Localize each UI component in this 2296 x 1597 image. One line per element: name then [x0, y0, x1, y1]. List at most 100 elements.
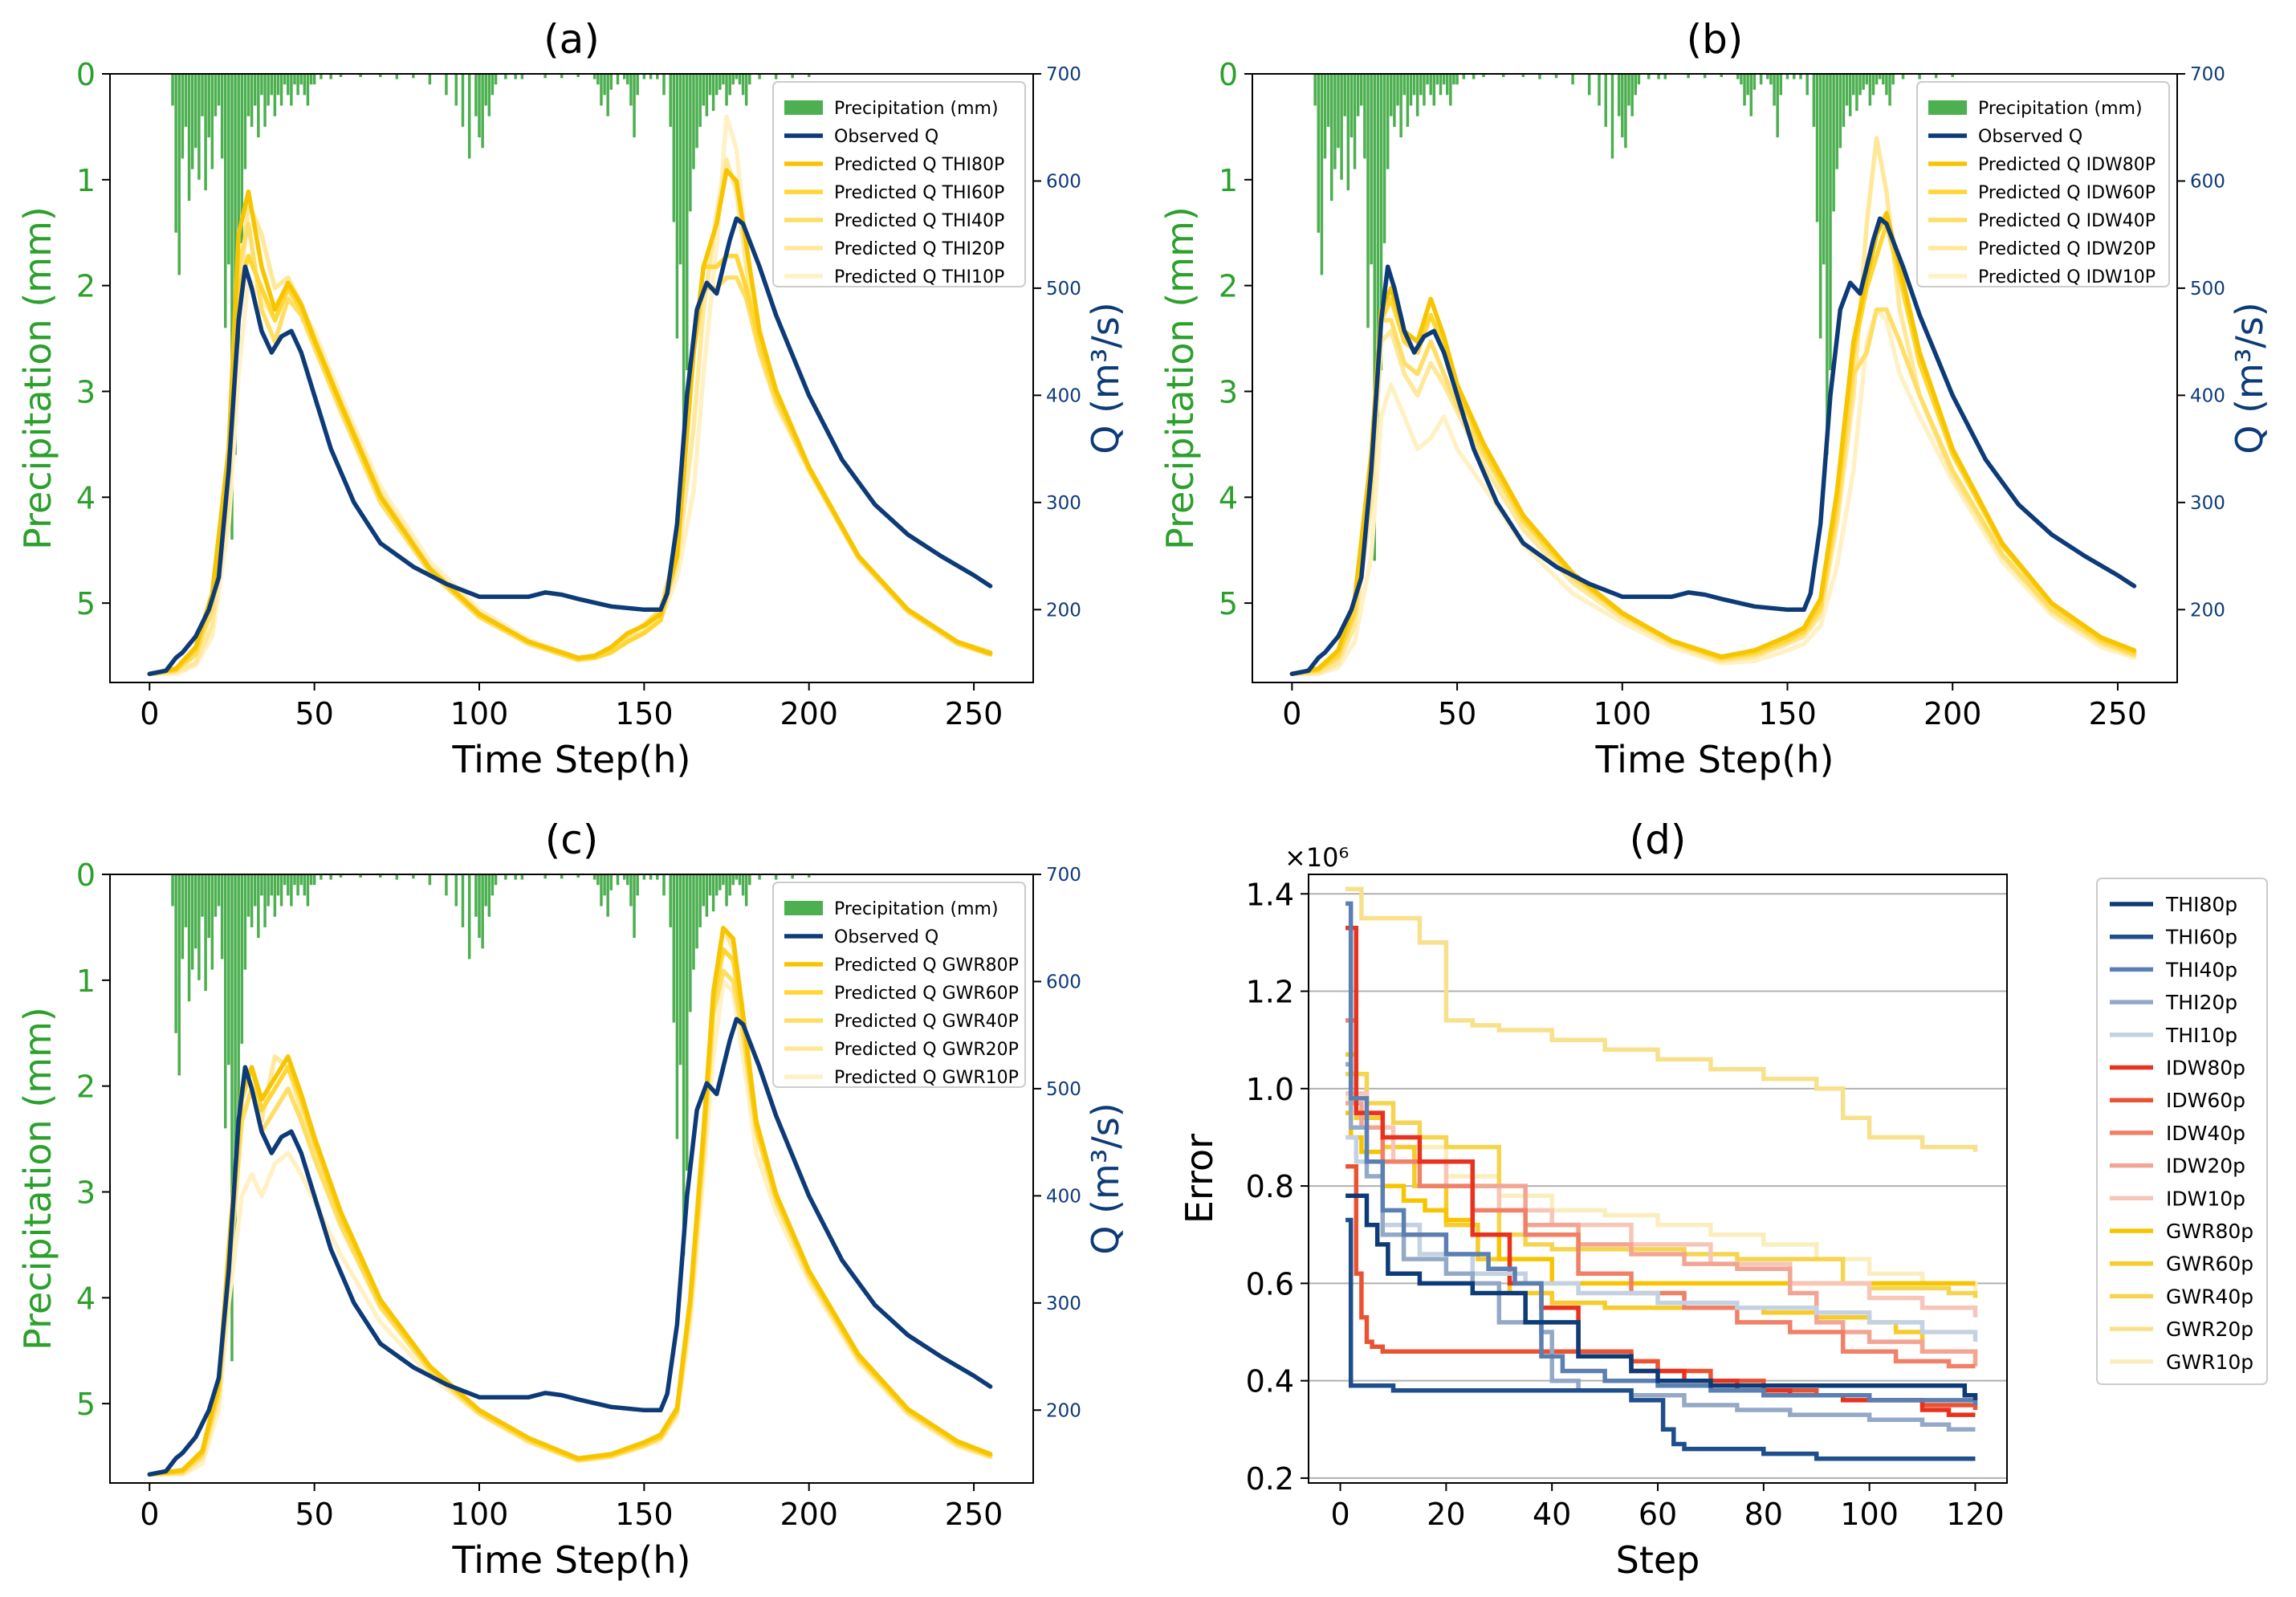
precip-bar — [576, 74, 580, 77]
legend-label: Predicted Q GWR40P — [834, 1012, 1019, 1032]
precip-bar — [484, 874, 487, 906]
precip-bar — [243, 74, 247, 169]
y-left-label: Precipitation (mm) — [16, 1007, 59, 1351]
legend-label: Predicted Q IDW80P — [1978, 155, 2156, 175]
x-tick-label: 50 — [1438, 696, 1476, 731]
precip-bar — [267, 74, 270, 106]
legend-label: Predicted Q IDW20P — [1978, 239, 2156, 259]
precip-bar — [293, 74, 296, 85]
y-tick-label: 1.2 — [1246, 975, 1294, 1010]
precip-bar — [1862, 74, 1865, 90]
x-tick-label: 40 — [1533, 1497, 1571, 1532]
precip-bar — [682, 874, 686, 1256]
precip-bar — [467, 74, 471, 159]
precip-bar — [1386, 74, 1390, 169]
legend-label: GWR40p — [2166, 1285, 2253, 1308]
precip-bar — [1317, 74, 1321, 233]
precip-bar — [1865, 74, 1869, 85]
precip-bar — [1785, 74, 1789, 79]
x-axis-label: Time Step(h) — [1595, 738, 1834, 781]
precip-bar — [1445, 74, 1449, 96]
precip-bar — [454, 874, 458, 906]
legend-label: THI10p — [2165, 1024, 2237, 1047]
precip-bar — [626, 874, 629, 886]
precip-bar — [207, 874, 210, 939]
precip-bar — [576, 874, 580, 878]
precip-bar — [616, 874, 620, 886]
precip-bar — [504, 74, 507, 79]
legend-label: Predicted Q THI10P — [834, 267, 1004, 287]
legend-box — [772, 882, 1026, 1088]
precip-bar — [339, 874, 343, 878]
precip-bar — [686, 874, 689, 1171]
precip-bar — [728, 74, 731, 96]
precip-bar — [1363, 74, 1366, 159]
precip-bar — [253, 874, 257, 906]
precip-bar — [491, 74, 495, 96]
legend-label: IDW20p — [2166, 1155, 2245, 1178]
precip-bar — [270, 874, 273, 896]
precip-bar — [642, 74, 646, 79]
y-axis-label: Error — [1178, 1134, 1221, 1224]
precip-bar — [1419, 74, 1423, 96]
x-tick-label: 100 — [1594, 696, 1652, 731]
axes-frame — [109, 874, 1034, 1484]
precip-bar — [1687, 74, 1690, 79]
precip-bar — [197, 874, 201, 980]
precip-bar — [678, 874, 682, 1065]
x-axis-label: Time Step(h) — [452, 1538, 691, 1582]
precip-bar — [622, 74, 626, 79]
precip-bar — [1598, 74, 1601, 106]
precip-bar — [190, 874, 194, 970]
y-right-tick-label: 700 — [1046, 865, 1081, 886]
precip-bar — [181, 74, 185, 159]
precip-bar — [543, 874, 547, 879]
precip-bar — [633, 874, 636, 939]
precip-bar — [626, 74, 629, 85]
precip-bar — [702, 74, 706, 106]
precip-bar — [1402, 74, 1407, 96]
precip-bar — [1442, 74, 1446, 85]
precip-bar — [246, 74, 250, 116]
x-tick-label: 250 — [2089, 696, 2147, 731]
precip-bar — [267, 874, 270, 906]
precip-bar — [204, 74, 207, 191]
precip-bar — [642, 874, 646, 880]
precip-bar — [708, 74, 712, 96]
precip-bar — [1720, 74, 1723, 77]
precip-bar — [296, 874, 299, 896]
precip-bar — [1779, 74, 1783, 96]
precip-bar — [306, 74, 310, 106]
precip-bar — [714, 74, 719, 96]
precip-bar — [1634, 74, 1638, 96]
precip-bar — [1746, 74, 1749, 96]
precip-bar — [1452, 74, 1455, 85]
precip-bar — [287, 874, 290, 896]
y-left-tick-label: 4 — [1219, 480, 1238, 515]
precip-bar — [201, 74, 204, 116]
y-left-tick-label: 4 — [76, 480, 96, 515]
x-axis-label: Time Step(h) — [452, 738, 691, 781]
precip-bar — [741, 874, 745, 896]
precip-bar — [1871, 74, 1875, 96]
precip-bar — [263, 74, 267, 127]
precip-bar — [1455, 74, 1459, 85]
precip-bar — [1885, 74, 1888, 96]
precip-bar — [445, 74, 448, 96]
precip-bar — [1343, 74, 1346, 116]
precip-bar — [428, 874, 432, 886]
y-tick-label: 1.0 — [1246, 1072, 1294, 1107]
x-axis-label: Step — [1616, 1538, 1700, 1582]
precip-bar — [698, 74, 702, 127]
precip-bar — [636, 74, 639, 96]
legend-label: Predicted Q THI20P — [834, 239, 1004, 259]
precip-bar — [560, 74, 564, 79]
series-line-predicted-q-thi40p — [147, 222, 993, 677]
legend: THI80p THI60p THI40p THI20p THI10p IDW80p IDW6… — [2096, 878, 2268, 1385]
precip-bar — [296, 74, 299, 96]
precip-bar — [481, 874, 484, 949]
precip-bar — [774, 74, 778, 79]
precip-bar — [629, 74, 633, 106]
precip-bar — [504, 874, 507, 880]
precip-bar — [600, 874, 603, 906]
